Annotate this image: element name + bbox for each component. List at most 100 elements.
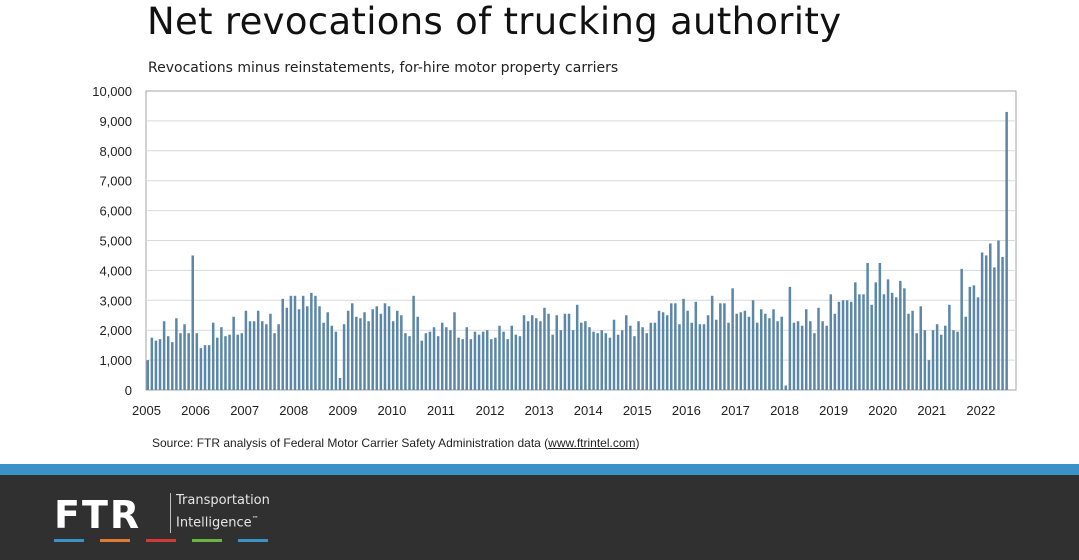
bar-chart: 0 1,000 2,000 3,000 4,000 5,000 6,000 7,000 8,00… <box>92 84 1017 418</box>
bar <box>817 307 820 390</box>
bar <box>240 333 244 390</box>
bar <box>968 286 972 390</box>
bar <box>768 318 771 390</box>
logo-color-bar <box>146 539 176 542</box>
bar <box>510 325 514 390</box>
x-tick-label: 2007 <box>230 403 259 418</box>
x-axis-tick-labels: 2005 2006 2007 2008 2009 2010 2011 2012 2013 2014… <box>132 403 995 418</box>
bar <box>187 333 190 390</box>
bar <box>228 334 231 390</box>
bar <box>183 324 186 390</box>
bar <box>956 331 959 390</box>
bar <box>571 330 575 390</box>
bar <box>694 301 698 390</box>
bar <box>841 300 845 390</box>
bar <box>154 340 158 390</box>
bar <box>269 313 272 390</box>
bar <box>874 282 878 390</box>
bar <box>555 315 558 390</box>
bar <box>792 322 796 390</box>
bar <box>976 297 980 390</box>
bar <box>1005 111 1008 391</box>
bar <box>301 295 305 390</box>
bar <box>927 360 931 390</box>
bar <box>772 309 775 390</box>
bar <box>387 306 391 390</box>
bar <box>960 268 963 390</box>
bar <box>809 321 812 390</box>
bar <box>665 315 669 390</box>
bar <box>845 300 849 390</box>
bar <box>252 321 256 390</box>
bar <box>490 339 493 390</box>
bar <box>445 327 448 390</box>
bar <box>686 310 689 390</box>
bar <box>224 336 227 390</box>
x-tick-label: 2009 <box>328 403 357 418</box>
bar <box>731 288 734 390</box>
bar <box>600 330 603 390</box>
bar <box>854 282 857 390</box>
bar <box>162 321 166 390</box>
bar <box>886 279 890 390</box>
source-suffix: ) <box>635 436 640 450</box>
bar <box>1001 256 1004 390</box>
bar <box>485 330 489 390</box>
bar <box>424 333 428 390</box>
logo-color-bar <box>54 539 84 542</box>
bar <box>469 339 473 390</box>
bar <box>821 321 824 390</box>
bar <box>256 310 260 390</box>
bar <box>310 292 313 390</box>
bar <box>338 378 342 390</box>
bar <box>191 255 194 390</box>
bar <box>862 294 865 390</box>
bar <box>346 310 350 390</box>
bar <box>543 307 546 390</box>
bar <box>535 318 538 390</box>
bar <box>788 286 792 390</box>
tagline-line-1: Transportation <box>176 493 270 508</box>
bar <box>567 313 571 390</box>
logo-wordmark: FTR <box>54 493 142 537</box>
bar <box>400 315 403 390</box>
bar <box>800 325 804 390</box>
x-tick-label: 2006 <box>181 403 210 418</box>
bars <box>146 111 1008 391</box>
bar <box>878 262 882 390</box>
bar <box>915 333 918 390</box>
bar <box>248 321 252 390</box>
bar <box>972 285 976 390</box>
bar <box>453 312 456 390</box>
x-tick-label: 2005 <box>132 403 161 418</box>
bar <box>776 321 779 390</box>
bar <box>894 297 898 390</box>
bar <box>608 337 612 390</box>
y-tick-label: 2,000 <box>99 323 132 338</box>
bar <box>285 307 289 390</box>
bar <box>837 301 841 390</box>
source-link[interactable]: www.ftrintel.com <box>548 436 636 450</box>
bar <box>367 321 370 390</box>
bar <box>804 309 808 390</box>
bar <box>980 252 984 390</box>
trademark-mark: ™ <box>251 515 259 523</box>
bar <box>796 321 800 390</box>
bar <box>944 325 947 390</box>
bar <box>625 315 628 390</box>
bar <box>735 313 738 390</box>
bar <box>220 327 223 390</box>
bar <box>984 255 988 390</box>
bar <box>743 310 747 390</box>
bar <box>355 316 358 390</box>
x-tick-label: 2017 <box>721 403 750 418</box>
bar <box>604 333 608 390</box>
bar <box>715 319 718 390</box>
bar <box>637 321 640 390</box>
bar <box>670 303 673 390</box>
x-tick-label: 2021 <box>917 403 946 418</box>
bar <box>379 313 383 390</box>
bar <box>719 303 722 390</box>
bar <box>825 325 828 390</box>
bar <box>166 336 170 390</box>
